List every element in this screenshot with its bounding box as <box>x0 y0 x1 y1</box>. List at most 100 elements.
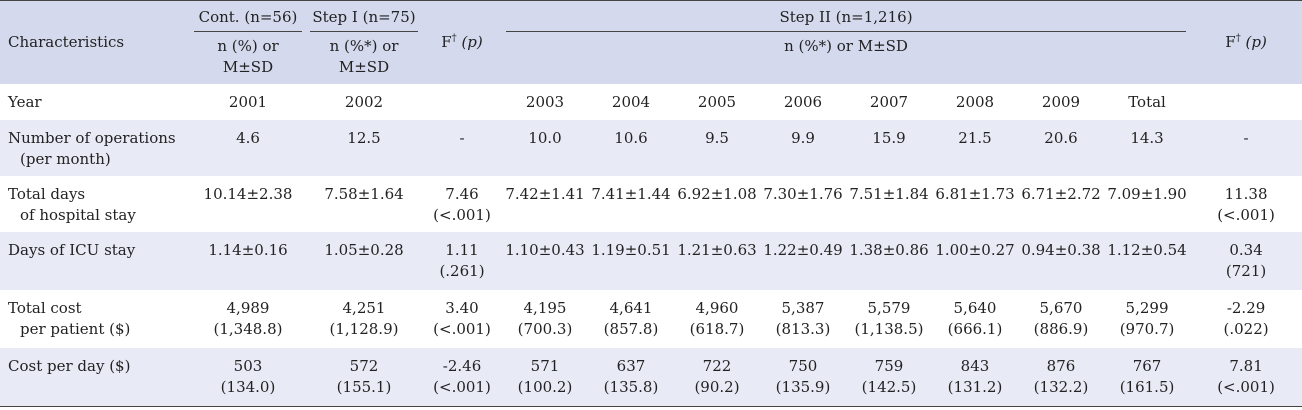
cell-step2: 2003 <box>502 84 588 120</box>
cell-cont-detail: (134.0) <box>220 378 276 396</box>
cell-step2: 7.09±1.90 <box>1104 176 1191 232</box>
cell-step2-value: 2008 <box>955 93 995 111</box>
cell-f2-detail: (721) <box>1225 262 1267 280</box>
cell-cont-detail: (1,348.8) <box>213 320 283 338</box>
cell-step2-detail: (131.2) <box>947 378 1003 396</box>
cell-step2-value: 2006 <box>783 93 823 111</box>
cell-cont-value: 10.14±2.38 <box>203 185 293 203</box>
cell-step2: 876 (132.2) <box>1018 348 1104 406</box>
header-cont-group: Cont. (n=56) <box>194 7 302 32</box>
header-step1-sub1: n (%*) or <box>329 37 399 55</box>
row-label-main: Cost per day ($) <box>8 357 131 375</box>
cell-step2-value: 2007 <box>869 93 909 111</box>
cell-step2: 750 (135.9) <box>760 348 846 406</box>
cell-f1: - <box>422 120 502 176</box>
cell-step2-value: 6.92±1.08 <box>677 185 757 203</box>
cell-step2-value: 2005 <box>697 93 737 111</box>
cell-cont: 1.14±0.16 <box>190 232 306 290</box>
cell-step2-detail: (970.7) <box>1119 320 1175 338</box>
row-label-main: Total cost <box>8 299 82 317</box>
cell-step2-value: 722 <box>702 357 732 375</box>
cell-f1: 3.40 (<.001) <box>422 290 502 348</box>
cell-step2-value: 767 <box>1132 357 1162 375</box>
cell-step1: 7.58±1.64 <box>306 176 422 232</box>
cell-step2-detail: (142.5) <box>861 378 917 396</box>
cell-cont: 4.6 <box>190 120 306 176</box>
cell-step2-detail: (161.5) <box>1119 378 1175 396</box>
cell-step2: 21.5 <box>932 120 1018 176</box>
cell-step2: 10.6 <box>588 120 674 176</box>
cell-step2: 10.0 <box>502 120 588 176</box>
cell-step2: 1.19±0.51 <box>588 232 674 290</box>
cell-step2: 5,387 (813.3) <box>760 290 846 348</box>
cell-step2-value: 5,640 <box>953 299 997 317</box>
cell-step2-value: 7.41±1.44 <box>591 185 671 203</box>
cell-step2: 2008 <box>932 84 1018 120</box>
cell-step2-detail: (135.8) <box>603 378 659 396</box>
cell-f1: 7.46 (<.001) <box>422 176 502 232</box>
cell-step2-value: 6.81±1.73 <box>935 185 1015 203</box>
cell-step2-detail: (90.2) <box>694 378 740 396</box>
cell-step2-value: 1.21±0.63 <box>677 241 757 259</box>
cell-f1-value: 7.46 <box>445 185 479 203</box>
cell-step2: 6.81±1.73 <box>932 176 1018 232</box>
cell-step2: 20.6 <box>1018 120 1104 176</box>
header-step1-sub2: M±SD <box>338 58 390 76</box>
cell-step2-value: 4,641 <box>609 299 653 317</box>
cell-f1-value: - <box>459 129 465 147</box>
header-f2-label: F <box>1225 33 1236 51</box>
cell-f1: -2.46 (<.001) <box>422 348 502 406</box>
cell-step2: 2004 <box>588 84 674 120</box>
cell-step2-value: 5,387 <box>781 299 825 317</box>
row-label-sub: of hospital stay <box>20 206 136 224</box>
cell-step2: 5,670 (886.9) <box>1018 290 1104 348</box>
cell-step1: 1.05±0.28 <box>306 232 422 290</box>
cell-step2-value: 637 <box>616 357 646 375</box>
cell-step2: 722 (90.2) <box>674 348 760 406</box>
cell-f2-value: 0.34 <box>1229 241 1263 259</box>
header-cont-sub: n (%) or M±SD <box>190 32 306 84</box>
table-row: Total days of hospital stay 10.14±2.38 7.58… <box>0 176 1302 232</box>
cell-step2-detail: (618.7) <box>689 320 745 338</box>
cell-f1-detail: (<.001) <box>433 320 491 338</box>
cell-f2-value: 11.38 <box>1224 185 1268 203</box>
cell-f2-detail: (<.001) <box>1217 206 1275 224</box>
cell-f1-detail: (<.001) <box>433 206 491 224</box>
table-row: Total cost per patient ($) 4,989 (1,348.8) 4… <box>0 290 1302 348</box>
cell-step2-value: 0.94±0.38 <box>1021 241 1101 259</box>
cell-step2-value: 1.38±0.86 <box>849 241 929 259</box>
header-f2: F† (p) <box>1190 0 1302 84</box>
cell-step2: 6.71±2.72 <box>1018 176 1104 232</box>
cell-step2: 1.00±0.27 <box>932 232 1018 290</box>
cell-step2: 1.38±0.86 <box>846 232 932 290</box>
cell-step2-value: 6.71±2.72 <box>1021 185 1101 203</box>
cell-step2: 9.5 <box>674 120 760 176</box>
cell-step2: 7.42±1.41 <box>502 176 588 232</box>
cell-f2: 7.81 (<.001) <box>1190 348 1302 406</box>
cell-step2-value: 10.6 <box>614 129 648 147</box>
cell-step2-value: 4,195 <box>523 299 567 317</box>
cell-step2: 5,640 (666.1) <box>932 290 1018 348</box>
cell-step2-detail: (666.1) <box>947 320 1003 338</box>
header-f1-label: F <box>441 33 452 51</box>
cell-step2-value: 5,579 <box>867 299 911 317</box>
cell-step2-value: 843 <box>960 357 990 375</box>
cell-step2-value: Total <box>1128 93 1166 111</box>
cell-f2-value: 7.81 <box>1229 357 1263 375</box>
cell-f1-value: 3.40 <box>445 299 479 317</box>
cell-f2: - <box>1190 120 1302 176</box>
cell-step2-detail: (100.2) <box>517 378 573 396</box>
cell-cont: 503 (134.0) <box>190 348 306 406</box>
cell-step1-detail: (1,128.9) <box>329 320 399 338</box>
row-label-main: Total days <box>8 185 86 203</box>
table-header: Characteristics Cont. (n=56) Step I (n=7… <box>0 0 1302 84</box>
cell-step2-detail: (1,138.5) <box>854 320 924 338</box>
cell-step1: 12.5 <box>306 120 422 176</box>
cell-cont: 4,989 (1,348.8) <box>190 290 306 348</box>
cell-step2-detail: (857.8) <box>603 320 659 338</box>
cell-step2: 7.30±1.76 <box>760 176 846 232</box>
cell-step2-value: 20.6 <box>1044 129 1078 147</box>
header-cont-sub1: n (%) or <box>217 37 279 55</box>
cell-step2: 767 (161.5) <box>1104 348 1191 406</box>
row-label-sub: per patient ($) <box>20 320 131 338</box>
